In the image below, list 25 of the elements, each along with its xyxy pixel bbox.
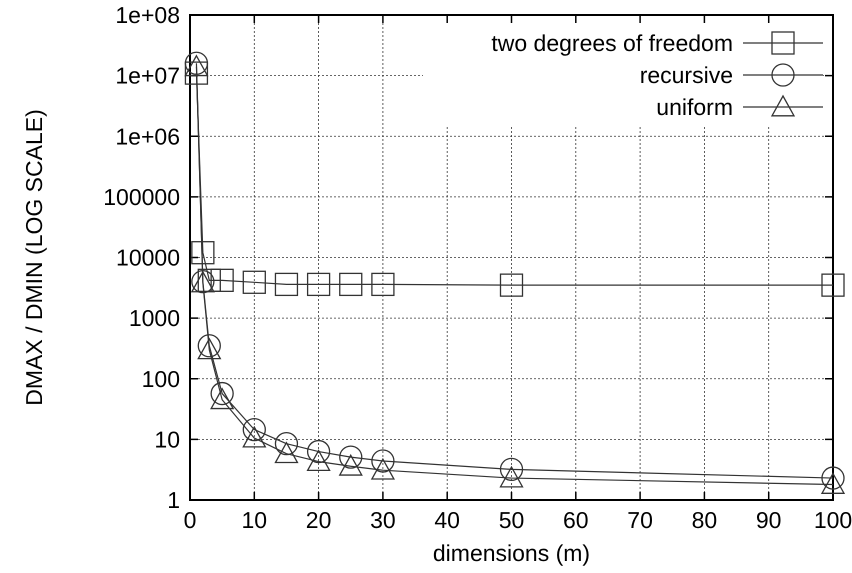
- x-tick-label: 80: [692, 507, 718, 533]
- x-tick-label: 10: [242, 507, 268, 533]
- y-tick-label: 100000: [103, 184, 180, 210]
- legend-label: two degrees of freedom: [491, 30, 733, 56]
- x-tick-label: 100: [814, 507, 852, 533]
- x-tick-label: 70: [627, 507, 653, 533]
- y-tick-label: 1e+06: [115, 123, 180, 150]
- y-tick-label: 1: [167, 487, 180, 513]
- y-tick-label: 10: [154, 426, 180, 452]
- y-tick-label: 1e+08: [115, 2, 180, 28]
- y-tick-label: 10000: [116, 244, 180, 270]
- y-tick-label: 1e+07: [115, 62, 180, 89]
- x-tick-label: 60: [563, 507, 589, 533]
- x-tick-label: 20: [306, 507, 332, 533]
- x-tick-label: 50: [498, 507, 524, 533]
- legend-label: uniform: [656, 94, 733, 120]
- x-tick-label: 90: [756, 507, 782, 533]
- x-axis-title: dimensions (m): [432, 540, 590, 566]
- legend-label: recursive: [640, 62, 733, 88]
- x-tick-label: 30: [370, 507, 396, 533]
- y-tick-label: 1000: [128, 305, 180, 332]
- y-axis-title: DMAX / DMIN (LOG SCALE): [21, 109, 47, 406]
- x-tick-label: 0: [184, 507, 196, 533]
- y-tick-label: 100: [142, 366, 180, 392]
- x-tick-label: 40: [434, 507, 460, 533]
